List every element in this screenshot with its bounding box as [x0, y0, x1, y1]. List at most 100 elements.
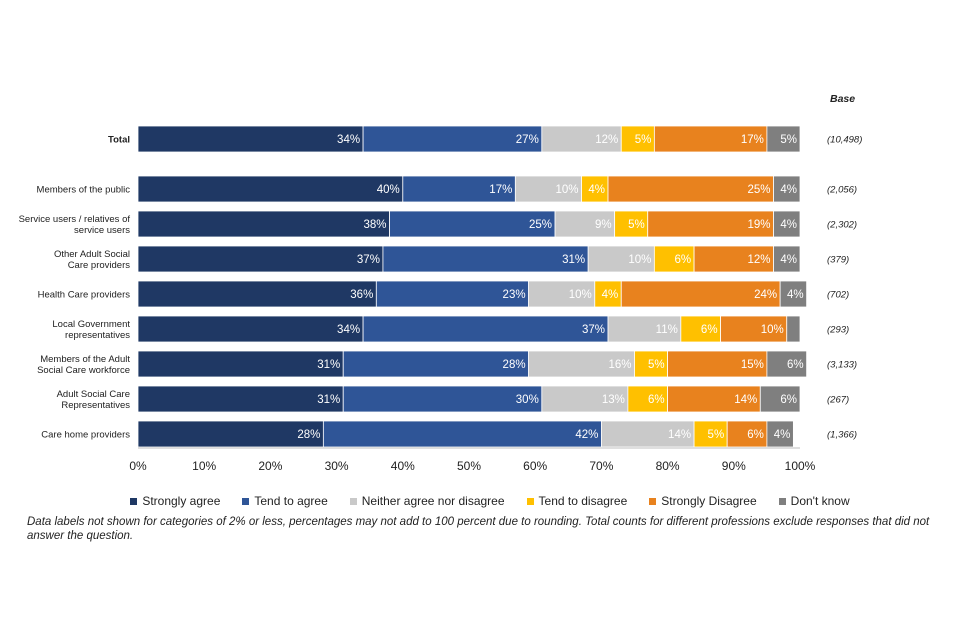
data-label: 42%	[575, 429, 598, 441]
base-count: (10,498)	[827, 135, 862, 146]
data-label: 37%	[357, 254, 380, 266]
data-label: 31%	[317, 394, 340, 406]
legend: Strongly agree Tend to agree Neither agree…	[60, 494, 920, 508]
bar-segment	[601, 420, 695, 448]
base-count: (1,366)	[827, 430, 857, 441]
category-label: Total	[108, 135, 130, 146]
x-tick-label: 80%	[656, 459, 680, 473]
data-label: 4%	[780, 184, 797, 196]
data-label: 13%	[602, 394, 625, 406]
base-count: (2,056)	[827, 185, 857, 196]
base-count: (702)	[827, 290, 849, 301]
bar-segment	[720, 315, 788, 343]
data-label: 4%	[780, 254, 797, 266]
bar-segment	[594, 280, 622, 308]
bar-segment	[322, 420, 602, 448]
bar-segment	[779, 280, 808, 308]
data-label: 5%	[635, 134, 652, 146]
footnote: Data labels not shown for categories of …	[27, 516, 930, 542]
data-label: 40%	[377, 184, 400, 196]
bar-segment	[773, 210, 801, 238]
bar-segment	[766, 420, 794, 448]
data-label: 5%	[708, 429, 725, 441]
data-label: 30%	[516, 394, 539, 406]
x-tick-label: 50%	[457, 459, 481, 473]
data-label: 23%	[503, 289, 526, 301]
bar-segment	[528, 280, 596, 308]
data-label: 17%	[741, 134, 764, 146]
data-label: 14%	[668, 429, 691, 441]
data-label: 38%	[364, 219, 387, 231]
bar-segment	[773, 175, 801, 203]
data-label: 28%	[297, 429, 320, 441]
data-label: 25%	[529, 219, 552, 231]
data-label: 19%	[747, 219, 770, 231]
base-title: Base	[830, 93, 855, 105]
data-label: 36%	[350, 289, 373, 301]
bar-segment	[137, 385, 344, 413]
bar-segment	[620, 125, 655, 153]
bar-segment	[786, 315, 801, 343]
bar-segment	[653, 245, 695, 273]
data-label: 6%	[648, 394, 665, 406]
bar-segment	[137, 350, 344, 378]
data-label: 28%	[503, 359, 526, 371]
legend-label: Strongly agree	[142, 494, 221, 508]
legend-item: Strongly Disagree	[649, 494, 757, 508]
legend-swatch	[242, 497, 250, 505]
legend-swatch	[130, 497, 138, 505]
bar-segment	[587, 245, 655, 273]
category-label: Members of the Adult Social Care workforc…	[37, 354, 130, 376]
bar-segment	[137, 210, 390, 238]
bar-segment	[137, 175, 404, 203]
data-label: 17%	[489, 184, 512, 196]
legend-swatch	[349, 497, 357, 505]
data-label: 5%	[628, 219, 645, 231]
data-label: 16%	[608, 359, 631, 371]
data-label: 11%	[656, 324, 678, 336]
data-label: 31%	[317, 359, 340, 371]
data-label: 6%	[780, 394, 797, 406]
data-label: 9%	[595, 219, 612, 231]
bar-segment	[342, 350, 529, 378]
legend-label: Neither agree nor disagree	[361, 494, 505, 508]
legend-item: Strongly agree	[130, 494, 220, 508]
bar-segment	[693, 420, 728, 448]
bar-segment	[620, 280, 781, 308]
data-label: 6%	[787, 359, 804, 371]
data-label: 34%	[337, 134, 360, 146]
bar-segment	[137, 245, 384, 273]
bar-segment	[362, 315, 609, 343]
data-label: 25%	[747, 184, 770, 196]
data-label: 6%	[701, 324, 718, 336]
data-label: 34%	[337, 324, 360, 336]
bar-segment	[402, 175, 516, 203]
category-label: Local Government representatives	[52, 319, 130, 341]
data-label: 12%	[595, 134, 618, 146]
x-tick-label: 30%	[325, 459, 349, 473]
data-label: 15%	[741, 359, 764, 371]
data-label: 10%	[761, 324, 784, 336]
data-label: 4%	[588, 184, 605, 196]
bar-segment	[342, 385, 543, 413]
bar-segment	[554, 210, 616, 238]
legend-swatch	[649, 497, 657, 505]
data-label: 4%	[774, 429, 791, 441]
legend-label: Tend to agree	[254, 494, 328, 508]
category-label: Health Care providers	[38, 290, 131, 301]
category-label: Service users / relatives of service user…	[19, 214, 131, 236]
x-tick-label: 20%	[258, 459, 282, 473]
x-tick-label: 40%	[391, 459, 415, 473]
x-tick-label: 100%	[785, 459, 816, 473]
data-label: 6%	[747, 429, 764, 441]
bar-segment	[759, 385, 801, 413]
data-label: 5%	[780, 134, 797, 146]
bar-segment	[607, 315, 682, 343]
data-label: 12%	[747, 254, 770, 266]
legend-item: Neither agree nor disagree	[349, 494, 505, 508]
base-count: (2,302)	[827, 220, 857, 231]
bar-segment	[541, 125, 622, 153]
bar-segment	[773, 245, 801, 273]
bar-segment	[581, 175, 609, 203]
bar-segment	[726, 420, 768, 448]
